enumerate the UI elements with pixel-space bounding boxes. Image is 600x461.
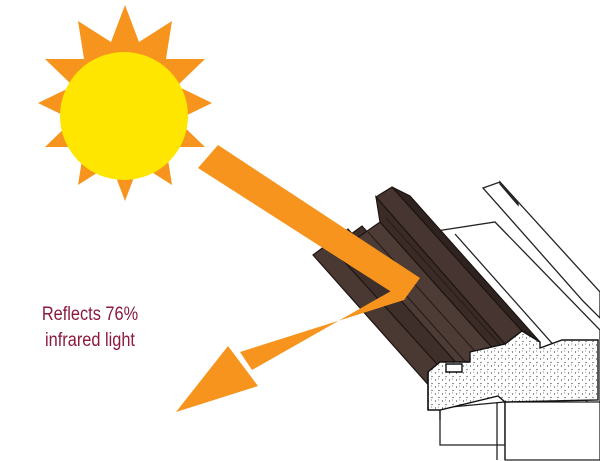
caption-line-1: Reflects 76% xyxy=(41,304,139,325)
light-beam-arrow xyxy=(176,145,420,412)
sun-core xyxy=(60,52,188,180)
caption-line-2: infrared light xyxy=(45,330,135,351)
window-frame-profile xyxy=(312,180,600,461)
incident-beam xyxy=(198,145,420,300)
sun-icon xyxy=(38,5,212,201)
reflection-caption: Reflects 76% infrared light xyxy=(13,302,168,354)
arrowhead xyxy=(176,346,258,412)
reflected-beam xyxy=(240,278,414,370)
frame-cross-section xyxy=(427,330,599,411)
